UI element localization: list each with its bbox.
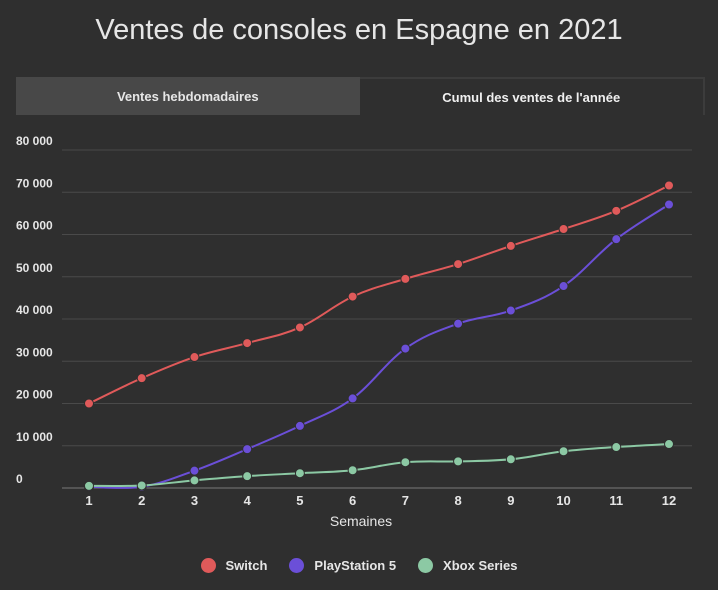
data-point — [347, 291, 358, 302]
data-point — [453, 318, 464, 329]
x-tick-label: 2 — [138, 493, 145, 508]
series-line-2 — [88, 443, 670, 488]
x-tick-label: 1 — [85, 493, 92, 508]
data-point — [453, 259, 464, 270]
legend-item[interactable]: Switch — [200, 558, 268, 573]
data-point — [611, 234, 622, 245]
chart-title: Ventes de consoles en Espagne en 2021 — [95, 14, 623, 46]
y-tick-label: 50 000 — [16, 261, 53, 275]
data-point — [400, 343, 411, 354]
legend-label: PlayStation 5 — [314, 558, 397, 573]
data-point — [558, 281, 569, 292]
series-line-0 — [88, 184, 670, 405]
tab-bar: Ventes hebdomadaires Cumul des ventes de… — [16, 77, 705, 115]
legend-marker — [418, 558, 434, 573]
y-tick-label: 30 000 — [16, 345, 53, 359]
y-tick-label: 80 000 — [16, 134, 53, 148]
data-point — [558, 224, 569, 235]
data-point — [294, 322, 305, 333]
legend-marker — [289, 558, 305, 573]
data-point — [558, 446, 569, 457]
y-tick-label: 0 — [16, 472, 23, 486]
legend-item[interactable]: PlayStation 5 — [289, 558, 396, 573]
data-point — [189, 352, 200, 363]
data-point — [189, 465, 200, 476]
data-point — [664, 180, 674, 191]
x-tick-label: 12 — [662, 493, 676, 508]
data-point — [347, 393, 358, 404]
x-tick-label: 5 — [296, 493, 303, 508]
x-tick-label: 10 — [556, 493, 570, 508]
x-tick-label: 11 — [609, 493, 623, 508]
data-point — [347, 465, 358, 476]
data-point — [84, 398, 94, 409]
data-point — [400, 457, 411, 468]
x-tick-label: 9 — [507, 493, 514, 508]
y-tick-label: 60 000 — [16, 219, 53, 233]
x-tick-label: 8 — [454, 493, 461, 508]
legend-marker — [200, 558, 216, 573]
x-tick-label: 3 — [191, 493, 198, 508]
data-point — [400, 273, 411, 284]
data-point — [664, 199, 674, 210]
data-point — [136, 373, 147, 384]
data-point — [294, 468, 305, 479]
data-point — [505, 305, 516, 316]
data-point — [242, 471, 253, 482]
data-point — [242, 444, 253, 455]
data-point — [505, 240, 516, 251]
tab-cumulative-sales[interactable]: Cumul des ventes de l'année — [359, 77, 705, 115]
data-point — [242, 338, 253, 349]
y-tick-label: 70 000 — [16, 176, 53, 190]
data-point — [189, 475, 200, 486]
data-point — [453, 456, 464, 467]
data-point — [664, 439, 674, 450]
data-point — [136, 480, 147, 491]
legend-label: Switch — [225, 558, 268, 573]
x-tick-label: 7 — [402, 493, 409, 508]
data-point — [505, 454, 516, 465]
legend-label: Xbox Series — [443, 558, 518, 573]
x-tick-label: 4 — [244, 493, 252, 508]
y-tick-label: 20 000 — [16, 388, 53, 402]
x-axis-title: Semaines — [330, 513, 392, 529]
data-point — [294, 420, 305, 431]
data-point — [611, 205, 622, 216]
tab-weekly-sales[interactable]: Ventes hebdomadaires — [16, 77, 360, 115]
y-tick-label: 10 000 — [16, 430, 53, 444]
y-tick-label: 40 000 — [16, 303, 53, 317]
data-point — [84, 480, 94, 491]
x-tick-label: 6 — [349, 493, 356, 508]
legend-item[interactable]: Xbox Series — [418, 558, 517, 573]
chart-legend: Switch PlayStation 5 Xbox Series — [0, 558, 718, 573]
data-point — [611, 442, 622, 453]
